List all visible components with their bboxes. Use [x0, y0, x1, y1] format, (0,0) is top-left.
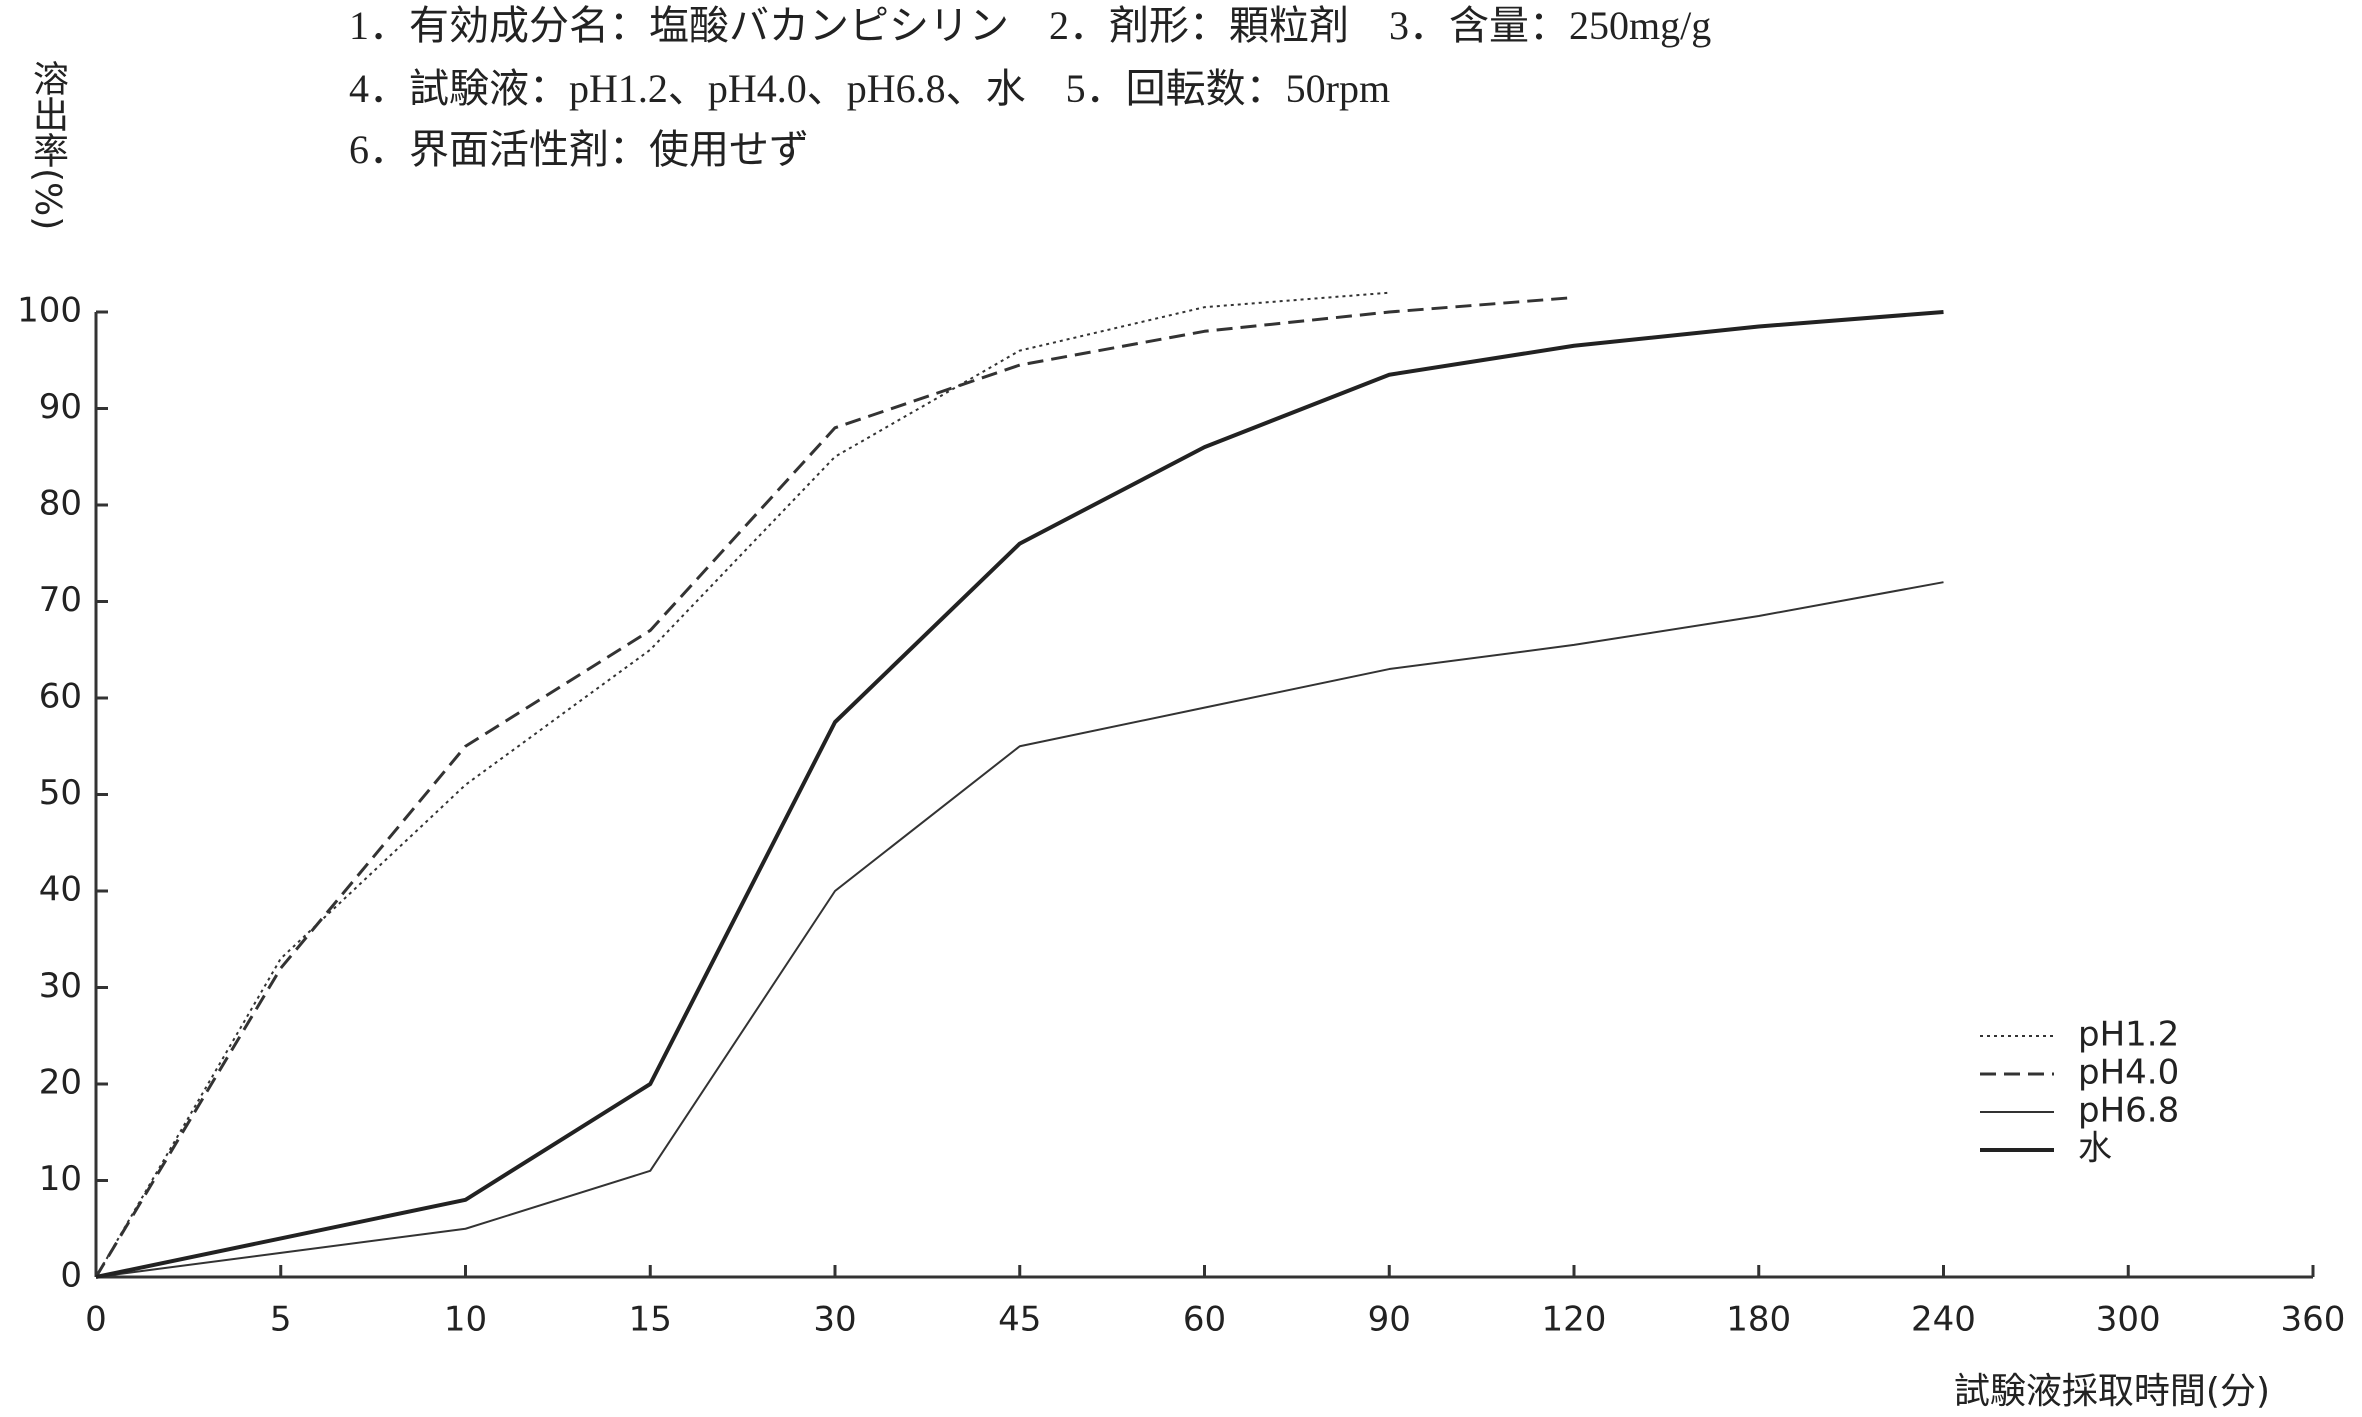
- x-tick-label: 300: [2096, 1300, 2161, 1340]
- x-tick-label: 45: [998, 1300, 1041, 1340]
- x-axis-label: 試験液採取時間(分): [1954, 1371, 2270, 1412]
- series-line: [95, 291, 1390, 1278]
- x-tick-label: 30: [813, 1300, 856, 1340]
- y-tick-label: 80: [39, 484, 82, 524]
- legend-label: 水: [2078, 1129, 2112, 1169]
- y-tick-label: 30: [39, 966, 82, 1006]
- header-line: 4．試験液：pH1.2、pH4.0、pH6.8、水 5．回転数：50rpm: [349, 66, 1390, 111]
- header-line: 6．界面活性剤：使用せず: [349, 127, 809, 172]
- header-line: 1．有効成分名：塩酸バカンピシリン 2．剤形：顆粒剤 3．含量：250mg/g: [349, 3, 1711, 48]
- y-axis-label: 溶出率(%): [27, 60, 68, 231]
- legend-label: pH1.2: [2078, 1015, 2179, 1055]
- legend-label: pH6.8: [2078, 1091, 2179, 1131]
- y-tick-label: 20: [39, 1063, 82, 1103]
- y-tick-label: 50: [39, 773, 82, 813]
- x-tick-label: 15: [629, 1300, 672, 1340]
- x-tick-label: 5: [270, 1300, 292, 1340]
- series-line: [95, 581, 1944, 1278]
- legend-label: pH4.0: [2078, 1053, 2179, 1093]
- y-tick-label: 40: [39, 870, 82, 910]
- x-tick-label: 60: [1183, 1300, 1226, 1340]
- y-tick-label: 0: [60, 1256, 82, 1296]
- x-tick-label: 180: [1726, 1300, 1791, 1340]
- y-tick-label: 90: [39, 387, 82, 427]
- y-tick-label: 70: [39, 580, 82, 620]
- y-tick-label: 60: [39, 677, 82, 717]
- x-tick-label: 120: [1542, 1300, 1607, 1340]
- x-tick-label: 360: [2281, 1300, 2346, 1340]
- y-tick-label: 10: [39, 1159, 82, 1199]
- x-tick-label: 0: [85, 1300, 107, 1340]
- x-tick-label: 90: [1368, 1300, 1411, 1340]
- y-tick-label: 100: [17, 291, 82, 331]
- x-tick-label: 240: [1911, 1300, 1976, 1340]
- series-line: [94, 296, 1575, 1278]
- series-line: [95, 310, 1944, 1279]
- x-tick-label: 10: [444, 1300, 487, 1340]
